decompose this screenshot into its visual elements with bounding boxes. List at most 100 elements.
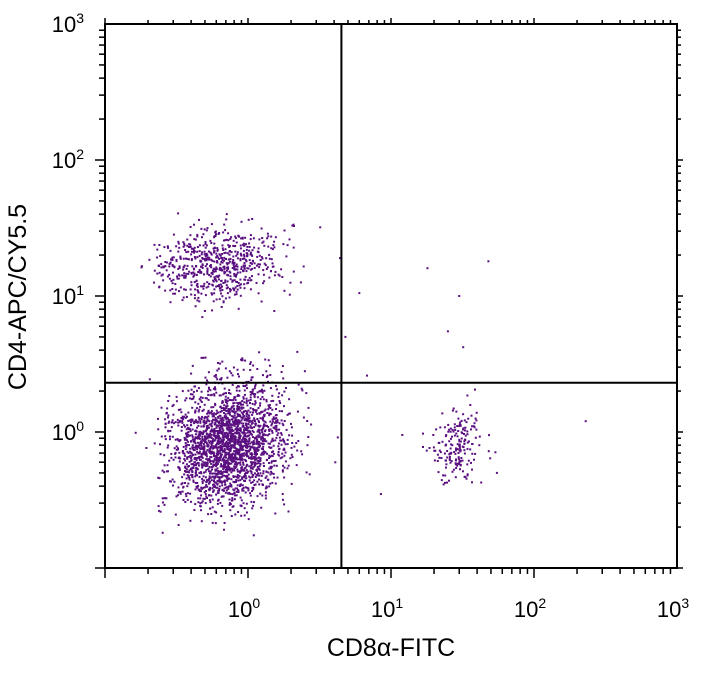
data-point <box>205 433 208 436</box>
data-point <box>177 491 180 494</box>
data-point <box>168 420 171 423</box>
data-point <box>466 433 469 436</box>
data-point <box>205 244 208 247</box>
data-point <box>443 452 446 455</box>
data-point <box>238 470 241 473</box>
data-point <box>197 416 200 419</box>
data-point <box>190 372 193 375</box>
data-point <box>267 404 270 407</box>
data-point <box>271 394 274 397</box>
data-point <box>177 273 180 276</box>
data-point <box>186 456 189 459</box>
data-point <box>204 243 207 245</box>
data-point <box>243 393 246 396</box>
data-point <box>241 403 244 406</box>
data-point <box>214 486 216 488</box>
data-point <box>244 486 247 489</box>
data-point <box>253 426 256 429</box>
data-point <box>212 440 215 442</box>
data-point <box>210 456 213 459</box>
data-point <box>235 481 237 483</box>
data-point <box>243 244 246 247</box>
data-point <box>237 491 240 493</box>
data-point <box>194 257 197 260</box>
data-point <box>238 475 241 477</box>
data-point <box>446 330 449 333</box>
data-point <box>211 447 214 450</box>
data-point <box>200 227 203 230</box>
data-point <box>198 432 201 435</box>
data-point <box>475 411 478 414</box>
data-point <box>287 510 290 513</box>
data-point <box>227 487 230 490</box>
data-point <box>205 495 208 498</box>
data-point <box>210 513 213 515</box>
data-point <box>250 420 253 423</box>
data-point <box>274 439 277 442</box>
data-point <box>200 509 202 512</box>
data-point <box>218 287 221 290</box>
data-point <box>235 438 238 441</box>
data-point <box>236 450 239 453</box>
data-point <box>466 430 469 433</box>
data-point <box>248 445 251 448</box>
data-point <box>448 459 451 461</box>
data-point <box>159 453 162 456</box>
data-point <box>225 424 228 427</box>
data-point <box>217 476 219 479</box>
data-point <box>191 265 194 268</box>
data-point <box>161 531 164 534</box>
data-point <box>471 468 473 471</box>
data-point <box>214 421 217 424</box>
data-point <box>245 427 248 430</box>
data-point <box>266 424 268 427</box>
data-point <box>211 259 214 262</box>
data-point <box>183 272 186 275</box>
data-point <box>278 436 281 439</box>
data-point <box>263 439 266 441</box>
data-point <box>169 249 172 252</box>
data-point <box>243 401 246 404</box>
data-point <box>224 367 227 370</box>
data-point <box>261 437 264 440</box>
data-point <box>245 438 248 441</box>
data-point <box>241 477 244 480</box>
data-point <box>251 249 254 252</box>
data-point <box>224 297 227 300</box>
data-point <box>251 267 254 270</box>
data-point <box>277 273 280 276</box>
data-point <box>189 428 192 431</box>
data-point <box>257 424 260 427</box>
data-point <box>194 446 197 449</box>
data-point <box>251 490 253 492</box>
data-point <box>208 387 211 390</box>
data-point <box>445 466 447 469</box>
data-point <box>225 431 228 434</box>
data-point <box>227 262 230 265</box>
data-point <box>204 465 207 468</box>
data-point <box>196 283 199 285</box>
data-point <box>253 419 256 422</box>
data-point <box>164 289 167 292</box>
data-point <box>205 450 208 453</box>
data-point <box>232 259 235 261</box>
data-point <box>224 432 227 435</box>
data-point <box>172 292 175 295</box>
data-point <box>214 413 217 416</box>
data-point <box>243 255 246 258</box>
data-point <box>186 470 189 473</box>
data-point <box>250 262 253 265</box>
data-point <box>218 470 221 473</box>
data-point <box>260 437 263 440</box>
data-point <box>212 387 215 390</box>
data-point <box>282 243 285 246</box>
data-point <box>231 374 234 377</box>
data-point <box>192 247 195 250</box>
data-point <box>270 424 273 427</box>
data-point <box>256 495 259 498</box>
data-point <box>252 408 255 410</box>
data-point <box>218 421 221 424</box>
data-point <box>232 366 235 369</box>
data-point <box>453 434 456 437</box>
